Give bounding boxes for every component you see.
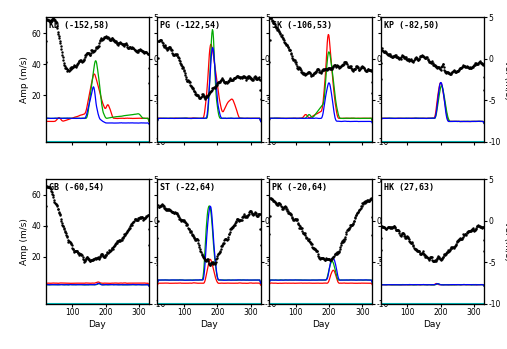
Text: PG (-122,54): PG (-122,54) [160, 21, 221, 30]
Text: SK (-106,53): SK (-106,53) [272, 21, 332, 30]
Text: KD (-152,58): KD (-152,58) [49, 21, 108, 30]
Text: PK (-20,64): PK (-20,64) [272, 183, 327, 192]
Text: KP (-82,50): KP (-82,50) [384, 21, 439, 30]
Text: HK (27,63): HK (27,63) [384, 183, 434, 192]
Text: ST (-22,64): ST (-22,64) [160, 183, 215, 192]
X-axis label: Day: Day [423, 320, 442, 328]
Y-axis label: Vel (m/s): Vel (m/s) [503, 60, 507, 99]
Y-axis label: Vel (m/s): Vel (m/s) [503, 222, 507, 261]
X-axis label: Day: Day [312, 320, 330, 328]
Y-axis label: Amp (m/s): Amp (m/s) [20, 56, 29, 103]
Text: GB (-60,54): GB (-60,54) [49, 183, 104, 192]
X-axis label: Day: Day [200, 320, 218, 328]
Y-axis label: Amp (m/s): Amp (m/s) [20, 218, 29, 265]
X-axis label: Day: Day [88, 320, 106, 328]
